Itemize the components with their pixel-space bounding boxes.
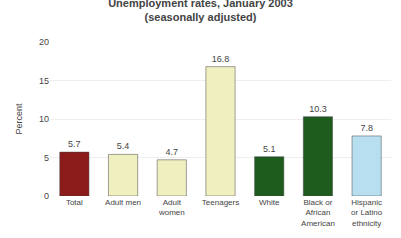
svg-text:10.3: 10.3 (309, 104, 327, 114)
svg-text:16.8: 16.8 (212, 54, 230, 64)
svg-text:5.7: 5.7 (68, 139, 81, 149)
svg-text:White: White (259, 198, 280, 207)
svg-text:7.8: 7.8 (360, 123, 373, 133)
svg-text:Black orAfricanAmerican: Black orAfricanAmerican (301, 198, 335, 228)
svg-text:15: 15 (39, 76, 49, 86)
svg-text:4.7: 4.7 (166, 147, 179, 157)
svg-text:5.4: 5.4 (117, 141, 130, 151)
svg-text:Unemployment rates, January 20: Unemployment rates, January 2003(seasona… (108, 0, 293, 23)
svg-text:5: 5 (44, 153, 49, 163)
svg-text:5.1: 5.1 (263, 144, 276, 154)
svg-text:10: 10 (39, 114, 49, 124)
svg-text:0: 0 (44, 191, 49, 201)
svg-text:Adult men: Adult men (105, 198, 141, 207)
svg-text:Percent: Percent (14, 103, 24, 135)
svg-text:Teenagers: Teenagers (202, 198, 239, 207)
svg-text:Total: Total (66, 198, 83, 207)
svg-text:Hispanicor Latinoethnicity: Hispanicor Latinoethnicity (351, 198, 383, 228)
svg-text:20: 20 (39, 37, 49, 47)
svg-text:Adultwomen: Adultwomen (158, 198, 185, 217)
